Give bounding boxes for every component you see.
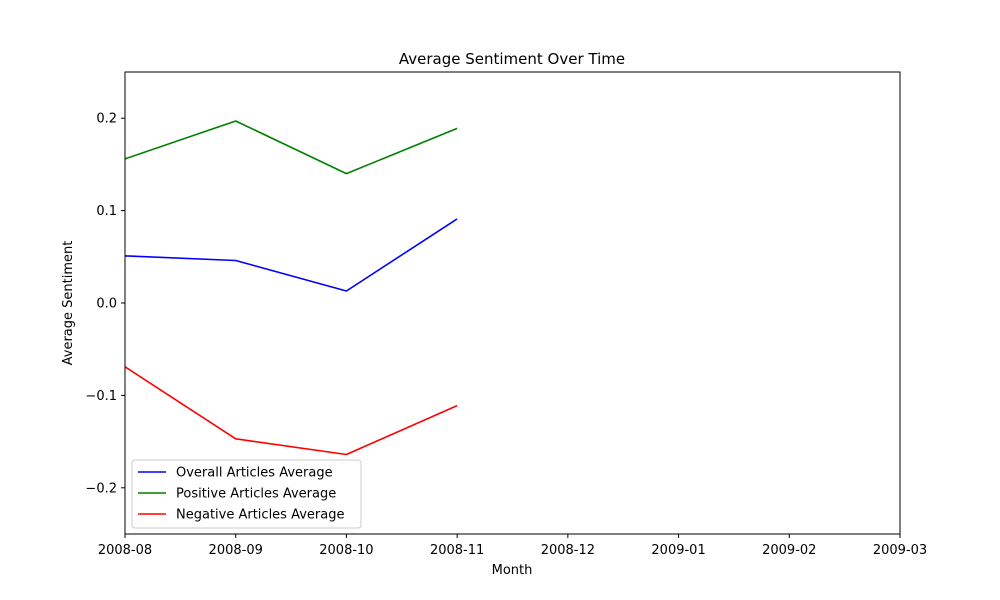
plot-lines	[124, 120, 458, 456]
legend-label: Overall Articles Average	[176, 466, 333, 481]
x-axis-label: Month	[492, 563, 533, 578]
x-tick-label: 2008-09	[209, 543, 263, 558]
series-line-2	[124, 120, 458, 175]
legend-box	[131, 459, 362, 529]
x-tick-label: 2009-02	[762, 543, 816, 558]
y-tick-label: −0.1	[85, 389, 117, 404]
series-line-3	[124, 366, 458, 456]
y-tick-label: 0.2	[96, 112, 117, 127]
legend-label: Positive Articles Average	[176, 487, 336, 502]
x-axis-ticks: 2008-08 2008-09 2008-10 2008-11 2008-12 2009-…	[98, 534, 927, 558]
legend: Overall Articles Average Positive Article…	[131, 459, 362, 529]
x-tick-label: 2009-03	[873, 543, 927, 558]
legend-label: Negative Articles Average	[176, 508, 344, 523]
series-line-1	[124, 218, 458, 292]
y-tick-label: −0.2	[85, 481, 117, 496]
x-tick-label: 2008-12	[541, 543, 595, 558]
x-tick-label: 2008-11	[430, 543, 484, 558]
y-tick-label: 0.1	[96, 204, 117, 219]
chart-title: Average Sentiment Over Time	[399, 50, 625, 68]
y-axis-label: Average Sentiment	[61, 241, 76, 366]
x-tick-label: 2008-08	[98, 543, 152, 558]
x-tick-label: 2008-10	[319, 543, 373, 558]
y-tick-label: 0.0	[96, 297, 117, 312]
x-tick-label: 2009-01	[651, 543, 705, 558]
y-axis-ticks: −0.2 −0.1 0.0 0.1 0.2	[85, 112, 125, 496]
